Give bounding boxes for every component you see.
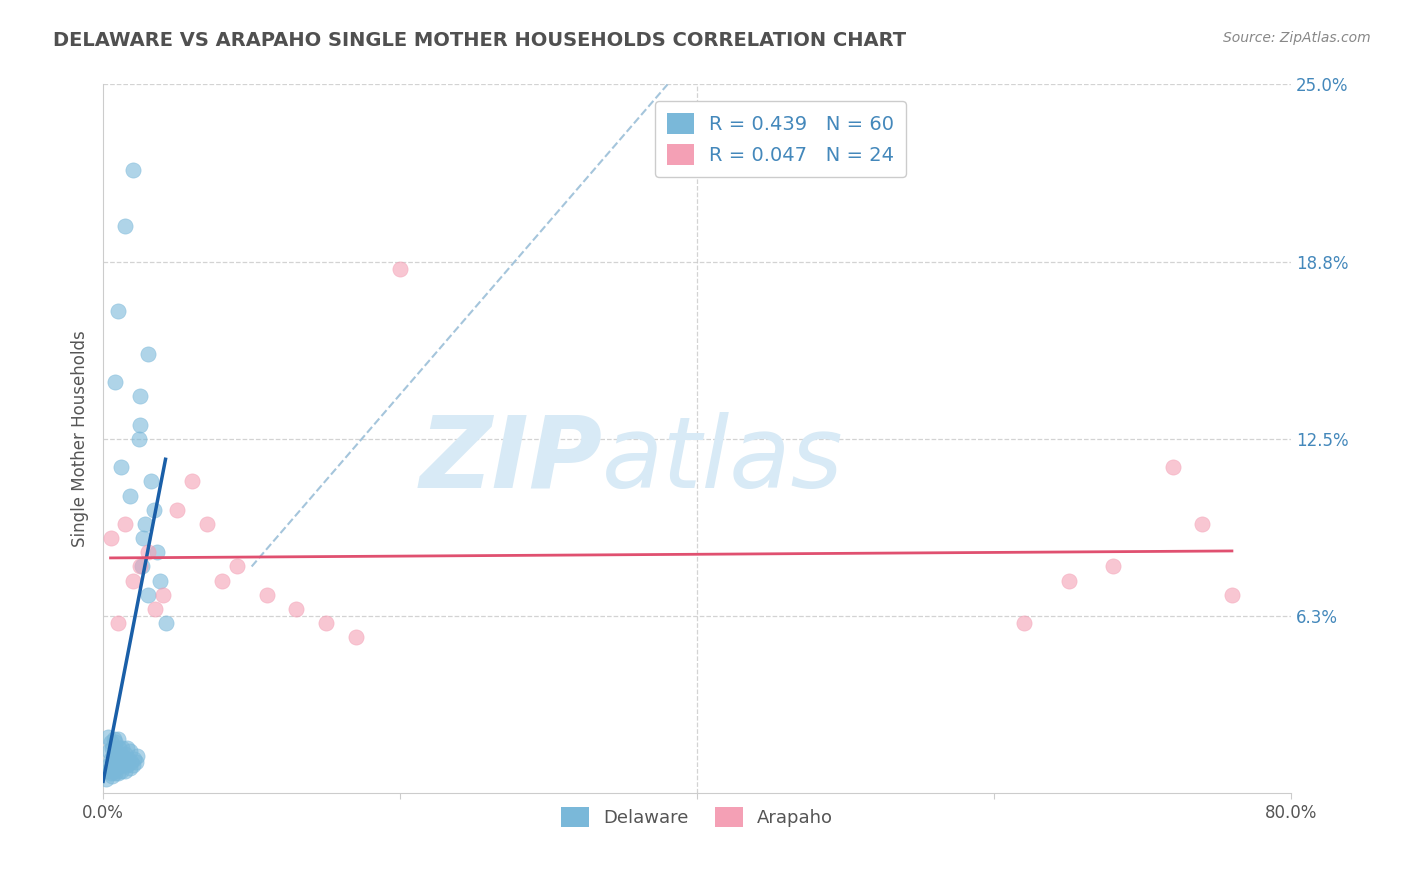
- Point: [100, 735, 122, 749]
- Point: [118, 489, 141, 503]
- Y-axis label: Single Mother Households: Single Mother Households: [72, 331, 89, 548]
- Point: [108, 741, 131, 756]
- Text: atlas: atlas: [602, 412, 844, 508]
- Point: [105, 761, 128, 775]
- Point: [107, 749, 129, 764]
- Point: [155, 616, 177, 631]
- Point: [145, 545, 167, 559]
- Point: [115, 741, 138, 756]
- Point: [344, 631, 367, 645]
- Point: [103, 764, 125, 778]
- Point: [128, 432, 150, 446]
- Point: [97, 730, 120, 744]
- Point: [136, 545, 159, 559]
- Point: [139, 475, 162, 489]
- Point: [143, 602, 166, 616]
- Point: [97, 764, 120, 778]
- Point: [132, 531, 155, 545]
- Point: [115, 758, 138, 772]
- Point: [114, 219, 136, 234]
- Point: [131, 559, 153, 574]
- Point: [1220, 588, 1243, 602]
- Point: [121, 758, 143, 772]
- Point: [101, 741, 124, 756]
- Point: [121, 162, 143, 177]
- Point: [114, 747, 136, 761]
- Point: [110, 460, 132, 475]
- Point: [152, 588, 174, 602]
- Point: [103, 732, 125, 747]
- Point: [100, 531, 122, 545]
- Point: [315, 616, 337, 631]
- Point: [125, 755, 148, 769]
- Point: [94, 772, 117, 787]
- Point: [211, 574, 233, 588]
- Point: [285, 602, 308, 616]
- Point: [136, 347, 159, 361]
- Point: [117, 752, 139, 766]
- Point: [121, 574, 143, 588]
- Point: [1102, 559, 1125, 574]
- Point: [104, 752, 127, 766]
- Point: [101, 769, 124, 783]
- Text: ZIP: ZIP: [419, 412, 602, 508]
- Point: [118, 744, 141, 758]
- Point: [112, 752, 135, 766]
- Point: [1012, 616, 1035, 631]
- Point: [136, 588, 159, 602]
- Point: [107, 732, 129, 747]
- Point: [389, 261, 412, 276]
- Point: [181, 475, 204, 489]
- Point: [127, 749, 149, 764]
- Point: [114, 764, 136, 778]
- Point: [105, 744, 128, 758]
- Point: [104, 735, 127, 749]
- Point: [129, 559, 152, 574]
- Legend: Delaware, Arapaho: Delaware, Arapaho: [554, 799, 841, 834]
- Point: [110, 747, 132, 761]
- Point: [108, 758, 131, 772]
- Point: [1191, 516, 1213, 531]
- Point: [118, 761, 141, 775]
- Point: [225, 559, 247, 574]
- Point: [124, 752, 146, 766]
- Point: [114, 516, 136, 531]
- Text: DELAWARE VS ARAPAHO SINGLE MOTHER HOUSEHOLDS CORRELATION CHART: DELAWARE VS ARAPAHO SINGLE MOTHER HOUSEH…: [53, 31, 907, 50]
- Point: [107, 304, 129, 318]
- Point: [101, 758, 124, 772]
- Point: [195, 516, 218, 531]
- Point: [107, 616, 129, 631]
- Point: [1161, 460, 1184, 475]
- Point: [103, 749, 125, 764]
- Text: Source: ZipAtlas.com: Source: ZipAtlas.com: [1223, 31, 1371, 45]
- Point: [98, 758, 121, 772]
- Point: [107, 766, 129, 780]
- Point: [100, 766, 122, 780]
- Point: [111, 758, 134, 772]
- Point: [110, 764, 132, 778]
- Point: [100, 752, 122, 766]
- Point: [166, 503, 188, 517]
- Point: [148, 574, 170, 588]
- Point: [104, 375, 127, 389]
- Point: [129, 417, 152, 432]
- Point: [129, 389, 152, 403]
- Point: [104, 766, 127, 780]
- Point: [134, 516, 156, 531]
- Point: [256, 588, 278, 602]
- Point: [111, 741, 134, 756]
- Point: [120, 755, 142, 769]
- Point: [1057, 574, 1080, 588]
- Point: [98, 744, 121, 758]
- Point: [142, 503, 165, 517]
